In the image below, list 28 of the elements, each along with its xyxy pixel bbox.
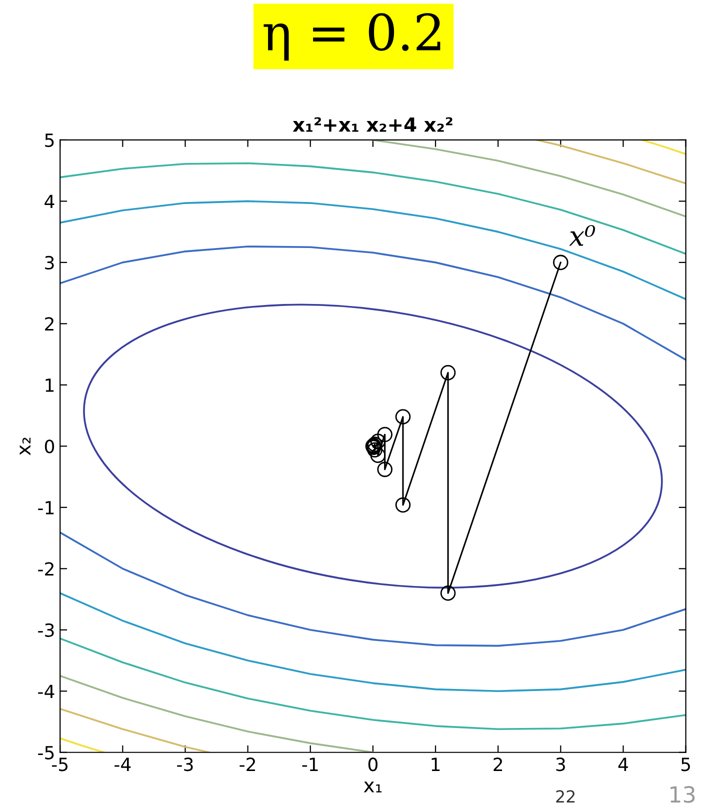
x-tick-label: 5 — [681, 758, 690, 772]
y-tick-label: -2 — [38, 562, 54, 576]
x-tick-label: 1 — [432, 758, 440, 771]
y-tick-label: -5 — [38, 746, 54, 760]
y-tick-label: 5 — [45, 134, 54, 148]
x-tick-label: -4 — [114, 758, 131, 771]
chart-subtitle: x₁²+x₁ x₂+4 x₂² — [292, 117, 452, 132]
x-tick-label: -3 — [177, 758, 193, 772]
x-tick-label: 4 — [618, 758, 628, 771]
x-tick-label: 0 — [368, 758, 378, 772]
y-tick-label: -3 — [38, 623, 54, 638]
x-tick-label: 2 — [494, 758, 502, 771]
x-tick-label: -1 — [302, 758, 318, 771]
y-tick-label: 4 — [44, 194, 54, 208]
x-tick-label: -2 — [240, 758, 255, 771]
y-axis-title: x₂ — [20, 438, 30, 456]
chart-title: η = 0.2 — [264, 13, 440, 61]
y-tick-label: 3 — [45, 256, 54, 270]
y-tick-label: -1 — [38, 501, 54, 514]
annotation: x⁰ — [569, 225, 596, 246]
y-tick-label: 0 — [44, 440, 54, 454]
x-tick-label: 3 — [556, 758, 565, 772]
text: 13 — [670, 786, 695, 803]
text: 22 — [556, 790, 575, 803]
x-axis-title: x₁ — [364, 782, 382, 792]
y-tick-label: 2 — [45, 317, 54, 331]
y-tick-label: -4 — [38, 684, 54, 698]
y-tick-label: 1 — [46, 378, 54, 392]
